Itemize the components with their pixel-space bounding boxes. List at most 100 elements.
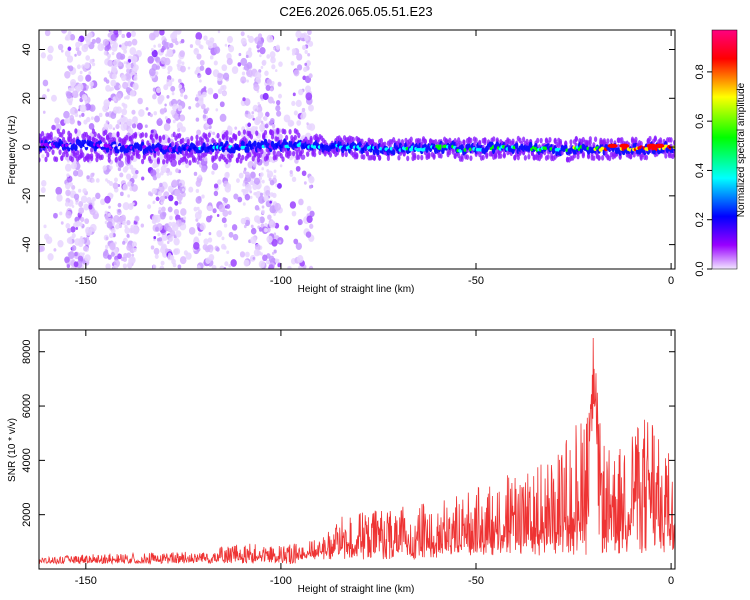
spectrogram-cell: [222, 91, 227, 96]
spectrogram-cell: [154, 254, 159, 259]
spectrogram-cell: [271, 81, 275, 85]
spectrogram-cell: [250, 224, 254, 229]
spectrogram-cell: [80, 236, 83, 240]
spectrogram-cell: [123, 252, 128, 259]
spectrogram-cell: [232, 233, 239, 241]
spectrogram-cell: [180, 126, 186, 133]
spectrogram-cell: [152, 201, 155, 205]
spectrogram-cell: [65, 151, 69, 158]
spectrogram-cell: [304, 62, 308, 67]
spectrogram-cell: [307, 30, 312, 36]
spectrogram-cell: [211, 162, 219, 171]
spectrogram-cell: [243, 63, 250, 71]
x-tick-label: -100: [270, 275, 292, 287]
spectrogram-cell: [103, 250, 108, 257]
spectrogram-cell: [71, 233, 76, 239]
spectrogram-cell: [213, 60, 218, 66]
spectrogram-cell: [276, 128, 280, 135]
spectrogram-cell: [523, 155, 527, 161]
spectrogram-cell: [228, 264, 232, 268]
spectrogram-cell: [217, 72, 223, 79]
spectrogram-cell: [300, 113, 306, 120]
spectrogram-cell: [244, 177, 248, 182]
spectrogram-band: [39, 127, 675, 166]
x-tick-label: -50: [468, 575, 484, 587]
spectrogram-cell: [149, 113, 153, 118]
spectrogram-cell: [269, 87, 273, 92]
spectrogram-cell: [84, 218, 90, 225]
spectrogram-cell: [254, 205, 260, 211]
snr-series-line: [39, 337, 675, 566]
spectrogram-cell: [217, 30, 221, 34]
spectrogram-cell: [89, 59, 94, 64]
spectrogram-cell: [125, 173, 132, 180]
spectrogram-cell: [76, 50, 82, 56]
spectrogram-cell: [132, 202, 135, 206]
spectrogram-cell: [104, 129, 108, 136]
spectrogram-cell: [157, 191, 162, 197]
spectrogram-cell: [115, 93, 122, 101]
spectrogram-cell: [126, 220, 131, 226]
spectrogram-cell: [155, 71, 159, 75]
spectrogram-cell: [291, 210, 297, 217]
spectrogram-cell: [219, 265, 225, 269]
spectrogram-cell: [553, 137, 557, 144]
spectrogram-cell: [112, 59, 120, 68]
y-tick-label: 20: [21, 92, 33, 104]
x-tick-label: 0: [668, 575, 674, 587]
snr-frame: [38, 329, 676, 570]
spectrogram-cell: [66, 91, 73, 99]
spectrogram-cell: [253, 140, 257, 147]
spectrogram-cell: [204, 133, 208, 139]
spectrogram-cell: [194, 70, 199, 75]
spectrogram-cell: [221, 64, 228, 72]
spectrogram-cell: [114, 156, 118, 163]
spectrogram-cell: [601, 155, 605, 161]
spectrogram-cell: [260, 122, 266, 130]
spectrogram-cell: [295, 30, 302, 39]
spectrogram-cell: [75, 220, 81, 227]
spectrogram-cell: [177, 105, 183, 112]
spectrogram-cell: [111, 51, 115, 56]
spectrogram-cell: [51, 94, 57, 102]
spectrogram-cell: [258, 260, 266, 269]
spectrogram-cell: [646, 143, 657, 149]
spectrogram-cell: [124, 224, 128, 229]
spectrogram-cell: [257, 101, 260, 105]
spectrogram-cell: [76, 161, 80, 165]
spectrogram-cell: [243, 167, 247, 171]
spectrogram-cell: [224, 185, 231, 193]
spectrogram-cell: [105, 112, 110, 117]
snr-x-axis: -150 -100 -50 0: [75, 330, 674, 587]
spectrogram-cell: [306, 122, 309, 126]
spectrogram-cell: [122, 240, 126, 245]
spectrogram-cell: [129, 90, 136, 97]
spectrogram-cell: [202, 114, 207, 119]
spectrogram-cell: [144, 124, 148, 129]
spectrogram-cell: [116, 119, 121, 125]
spectrogram-cell: [190, 149, 194, 156]
spectrogram-cell: [176, 63, 180, 68]
spectrogram-cell: [127, 194, 131, 198]
spectrogram-cell: [170, 33, 175, 40]
spectrogram-cell: [217, 179, 222, 185]
spectrogram-cell: [183, 216, 187, 221]
spectrogram-cell: [189, 44, 194, 49]
spectrogram-cell: [157, 209, 162, 215]
spectrogram-cell: [41, 180, 47, 187]
spectrogram-cell: [160, 170, 164, 176]
spectrogram-cell: [42, 110, 46, 114]
snr-x-axis-title: Height of straight line (km): [298, 584, 415, 595]
spectrogram-cell: [107, 59, 114, 67]
spectrogram-cell: [66, 237, 73, 244]
spectrogram-cell: [291, 176, 297, 182]
spectrogram-cell: [95, 37, 101, 44]
spectrogram-cell: [67, 46, 72, 52]
spectrogram-cell: [126, 118, 133, 127]
spectrogram-cell: [248, 35, 255, 44]
spectrogram-cell: [423, 138, 427, 145]
spectrogram-cell: [248, 47, 252, 52]
spectrogram-cell: [117, 208, 121, 213]
spectrogram-cell: [86, 116, 91, 123]
spectrogram-cell: [281, 156, 285, 163]
